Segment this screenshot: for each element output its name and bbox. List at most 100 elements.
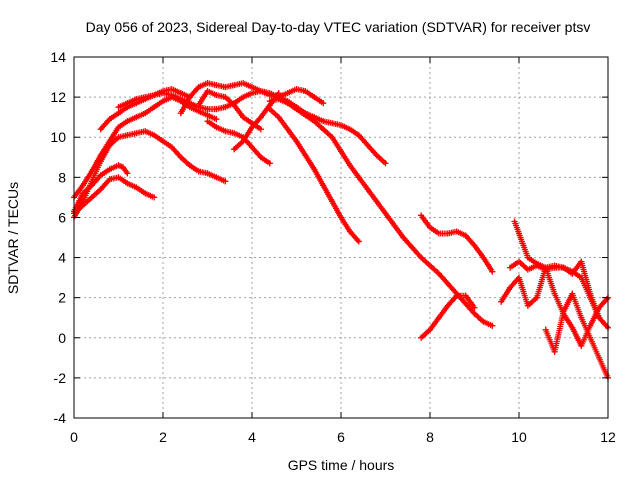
data-point — [231, 130, 238, 137]
data-point — [213, 116, 220, 123]
data-point — [364, 186, 371, 193]
data-point — [551, 348, 558, 355]
data-point — [222, 128, 229, 135]
data-series-arc-3 — [71, 128, 229, 221]
y-tick-label: -2 — [54, 370, 67, 386]
data-point — [293, 138, 300, 145]
x-tick-label: 0 — [70, 429, 78, 445]
data-point — [409, 244, 416, 251]
data-point — [302, 152, 309, 159]
data-point — [569, 324, 576, 331]
data-point — [115, 110, 122, 117]
data-point — [338, 214, 344, 221]
data-point — [97, 152, 104, 159]
data-series-arc-12 — [266, 96, 496, 329]
data-markers — [266, 96, 496, 329]
data-point — [204, 112, 211, 119]
data-point — [320, 118, 327, 125]
data-point — [355, 174, 362, 181]
data-point — [444, 280, 451, 287]
data-point — [151, 92, 158, 99]
data-point — [266, 98, 273, 105]
data-point — [142, 94, 149, 101]
y-tick-label: 8 — [58, 169, 66, 185]
data-point — [168, 92, 175, 99]
data-point — [177, 90, 184, 97]
data-point — [346, 162, 353, 169]
data-point — [311, 118, 318, 125]
x-tick-label: 12 — [600, 429, 616, 445]
data-point — [453, 292, 460, 299]
data-point — [133, 96, 140, 103]
data-series — [71, 80, 611, 381]
data-point — [213, 92, 220, 99]
data-point — [97, 126, 104, 133]
data-point — [115, 162, 122, 169]
data-point — [391, 222, 398, 229]
data-series-arc-13 — [418, 212, 496, 275]
data-point — [373, 198, 380, 205]
data-point — [453, 228, 460, 235]
data-point — [533, 294, 540, 301]
x-tick-label: 4 — [248, 429, 256, 445]
data-point — [533, 260, 540, 267]
data-point — [284, 126, 291, 133]
data-point — [79, 182, 86, 189]
data-point — [320, 182, 327, 189]
data-point — [119, 164, 126, 171]
data-point — [124, 118, 131, 125]
data-point — [115, 104, 122, 111]
data-point — [355, 132, 362, 139]
data-point — [587, 322, 594, 329]
data-point — [418, 334, 425, 341]
data-point — [204, 88, 211, 95]
data-point — [489, 268, 496, 275]
data-point — [578, 258, 585, 265]
data-point — [177, 110, 184, 117]
data-series-arc-16 — [498, 264, 611, 349]
data-point — [222, 178, 229, 185]
data-point — [516, 230, 522, 237]
y-axis-label: SDTVAR / TECUs — [5, 182, 21, 294]
data-point — [275, 114, 282, 121]
data-point — [133, 114, 140, 121]
data-point — [578, 342, 585, 349]
data-point — [213, 174, 220, 181]
y-tick-label: -4 — [54, 410, 67, 426]
y-tick-label: 10 — [50, 129, 66, 145]
data-point — [382, 160, 389, 167]
data-point — [338, 122, 344, 129]
data-series-arc-14 — [418, 292, 478, 341]
data-point — [311, 94, 318, 101]
data-markers — [418, 292, 478, 341]
data-point — [249, 90, 255, 97]
data-point — [124, 132, 131, 139]
data-point — [471, 304, 478, 311]
data-series-arc-5 — [97, 86, 193, 133]
data-point — [587, 334, 594, 341]
data-point — [115, 174, 122, 181]
data-point — [124, 170, 131, 177]
data-point — [302, 112, 309, 119]
data-point — [427, 326, 433, 333]
data-point — [195, 84, 202, 91]
data-point — [213, 124, 220, 131]
data-point — [551, 262, 558, 269]
axis-ticks: 0 2 4 6 8 10 12 -4 -2 0 2 4 6 8 10 12 14 — [50, 49, 616, 445]
data-point — [373, 152, 380, 159]
data-point — [355, 238, 362, 245]
data-point — [462, 300, 469, 307]
data-point — [106, 138, 113, 145]
y-tick-label: 14 — [50, 49, 66, 65]
data-markers — [71, 128, 229, 221]
data-point — [338, 148, 344, 155]
data-point — [249, 144, 255, 151]
data-point — [444, 230, 451, 237]
data-point — [587, 290, 594, 297]
data-point — [516, 258, 522, 265]
data-point — [578, 314, 585, 321]
data-point — [204, 106, 211, 113]
data-point — [79, 198, 86, 205]
data-series-arc-10 — [204, 118, 273, 167]
data-point — [257, 88, 264, 95]
